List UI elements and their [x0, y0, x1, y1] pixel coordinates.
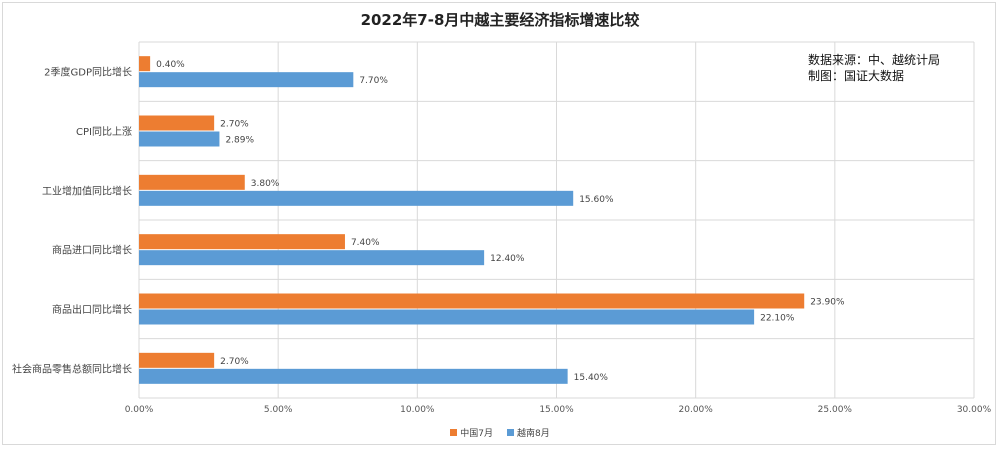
data-label-china: 7.40% [351, 238, 380, 248]
category-label: 商品进口同比增长 [52, 244, 132, 257]
x-tick-label: 10.00% [400, 405, 435, 415]
data-label-vietnam: 12.40% [490, 254, 525, 264]
data-label-vietnam: 15.60% [579, 195, 614, 205]
x-tick-label: 25.00% [818, 405, 853, 415]
bar-china [139, 56, 151, 72]
bar-vietnam [139, 131, 220, 147]
data-label-vietnam: 15.40% [574, 373, 609, 383]
category-label: CPI同比上涨 [76, 126, 132, 138]
bar-china [139, 234, 345, 250]
bar-china [139, 293, 805, 309]
legend-label-china: 中国7月 [460, 429, 493, 439]
x-tick-label: 5.00% [264, 405, 293, 415]
data-label-china: 2.70% [220, 357, 249, 367]
legend-swatch-china [450, 429, 458, 436]
bar-china [139, 174, 245, 190]
data-label-china: 3.80% [251, 179, 280, 189]
legend-item-china: 中国7月 [450, 426, 493, 439]
bar-vietnam [139, 368, 568, 384]
data-label-vietnam: 2.89% [225, 136, 254, 146]
x-tick-label: 30.00% [957, 405, 992, 415]
category-label: 社会商品零售总额同比增长 [12, 362, 132, 375]
legend-item-vietnam: 越南8月 [507, 426, 550, 439]
category-label: 2季度GDP同比增长 [44, 66, 132, 79]
bar-china [139, 115, 215, 131]
bar-vietnam [139, 190, 574, 206]
data-label-china: 2.70% [220, 120, 249, 130]
bar-china [139, 352, 215, 368]
bar-vietnam [139, 309, 755, 325]
legend-label-vietnam: 越南8月 [517, 429, 550, 439]
category-label: 商品出口同比增长 [52, 303, 132, 316]
x-tick-label: 20.00% [679, 405, 714, 415]
data-label-china: 23.90% [810, 298, 845, 308]
data-label-vietnam: 22.10% [760, 314, 795, 324]
bar-vietnam [139, 250, 485, 266]
category-label: 工业增加值同比增长 [42, 184, 132, 197]
x-tick-label: 0.00% [125, 405, 154, 415]
bar-vietnam [139, 72, 354, 88]
source-note-line2: 制图：国证大数据 [808, 69, 905, 83]
legend-swatch-vietnam [507, 429, 514, 436]
x-tick-label: 15.00% [539, 405, 574, 415]
data-label-china: 0.40% [156, 60, 185, 70]
chart-title: 2022年7-8月中越主要经济指标增速比较 [360, 11, 640, 29]
source-note-line1: 数据来源：中、越统计局 [808, 53, 941, 67]
data-label-vietnam: 7.70% [359, 76, 388, 86]
source-note: 数据来源：中、越统计局 制图：国证大数据 [808, 52, 940, 84]
legend: 中国7月 越南8月 [0, 426, 1000, 439]
